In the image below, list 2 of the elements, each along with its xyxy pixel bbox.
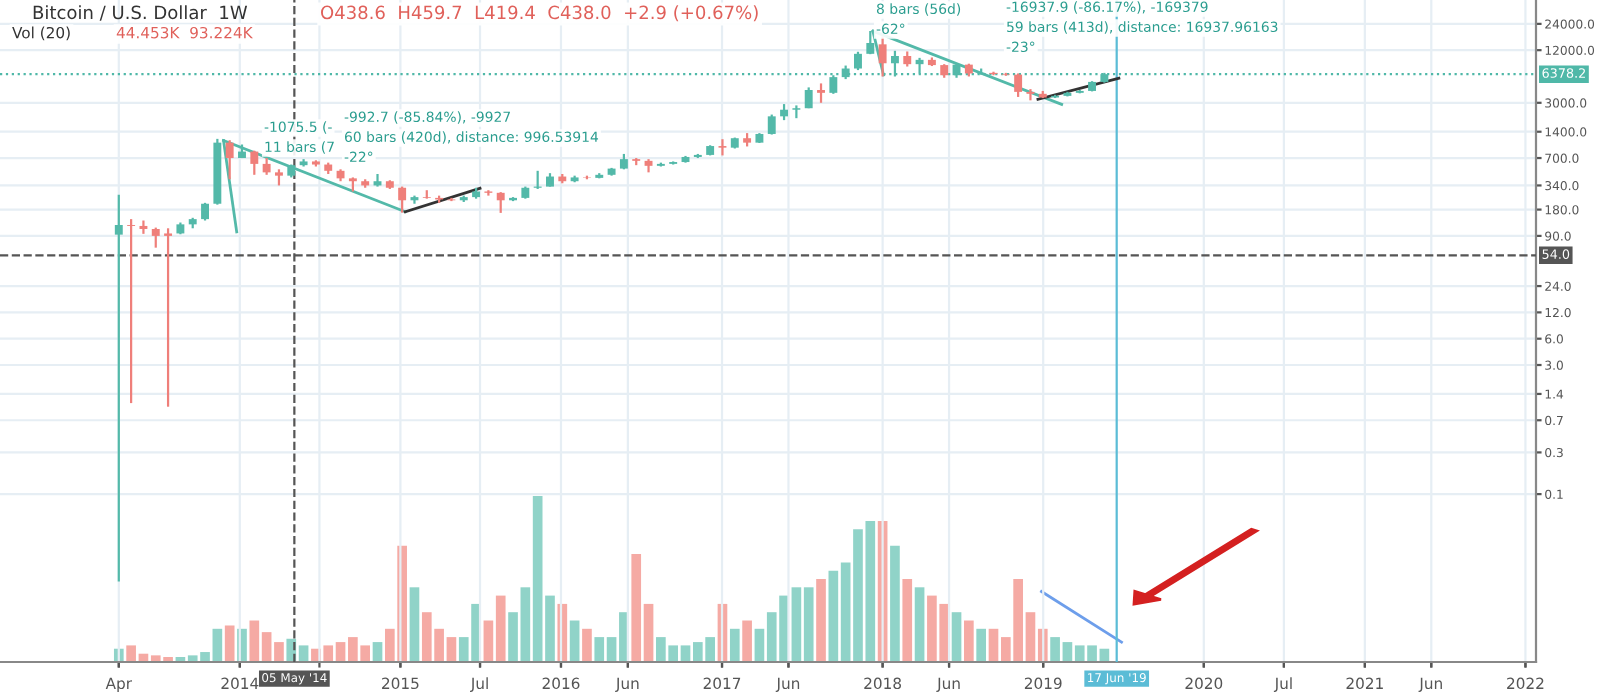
- chart-title: Bitcoin / U.S. Dollar 1W: [33, 5, 248, 21]
- annotation: O438.6 H459.7 L419.4 C438.0 +2.9 (+0.67%): [321, 5, 758, 22]
